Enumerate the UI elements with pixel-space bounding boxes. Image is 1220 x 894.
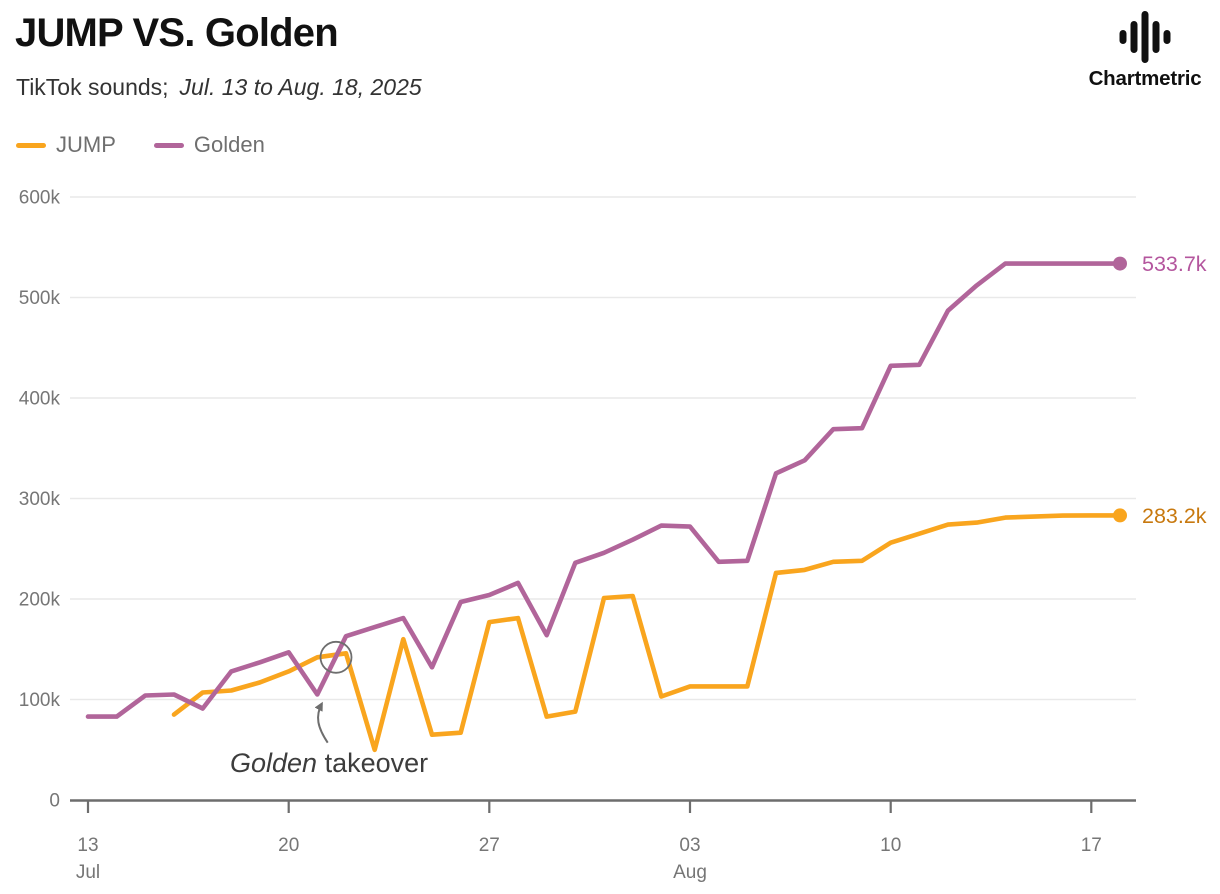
y-tick-label: 300k (19, 489, 61, 510)
series-endpoint-golden (1113, 256, 1127, 271)
annotation-golden-takeover: Golden takeover (230, 747, 428, 780)
x-month-label: Jul (76, 862, 100, 883)
value-label-golden: 533.7k (1142, 252, 1207, 276)
page-title: JUMP VS. Golden (15, 11, 339, 55)
x-month-label: Aug (673, 862, 707, 883)
y-tick-label: 0 (49, 791, 60, 812)
legend: JUMP Golden (16, 132, 265, 158)
y-tick-label: 400k (19, 389, 61, 410)
legend-item-golden[interactable]: Golden (153, 132, 265, 158)
legend-item-jump[interactable]: JUMP (16, 132, 116, 158)
series-line-jump (171, 513, 1123, 753)
golden-series-swatch-icon (153, 142, 184, 148)
x-tick-label: 27 (479, 835, 500, 856)
legend-label-golden: Golden (193, 132, 265, 157)
chartmetric-wordmark: Chartmetric (1088, 67, 1202, 90)
x-tick-label: 20 (278, 835, 299, 856)
y-tick-label: 100k (19, 690, 61, 711)
chartmetric-soundwave-icon (1119, 11, 1171, 63)
subtitle-prefix: TikTok sounds; (16, 74, 169, 100)
x-tick-label: 17 (1081, 835, 1102, 856)
legend-label-jump: JUMP (56, 132, 116, 157)
x-tick-label: 10 (880, 835, 901, 856)
series-endpoint-jump (1113, 508, 1127, 523)
chart-subtitle: TikTok sounds; Jul. 13 to Aug. 18, 2025 (16, 74, 422, 101)
x-tick-label: 03 (679, 835, 700, 856)
value-label-jump: 283.2k (1142, 504, 1207, 528)
y-tick-label: 600k (19, 188, 61, 209)
series-line-golden (85, 261, 1123, 719)
jump-series-swatch-icon (16, 142, 46, 148)
annotation-plain-text: takeover (317, 748, 429, 778)
annotation-arrow (314, 701, 329, 744)
subtitle-date-range: Jul. 13 to Aug. 18, 2025 (179, 74, 422, 100)
y-tick-label: 200k (19, 590, 61, 611)
y-tick-label: 500k (19, 288, 61, 309)
annotation-italic-text: Golden (230, 748, 318, 778)
annotation-circle (319, 640, 353, 674)
x-tick-label: 13 (77, 835, 98, 856)
